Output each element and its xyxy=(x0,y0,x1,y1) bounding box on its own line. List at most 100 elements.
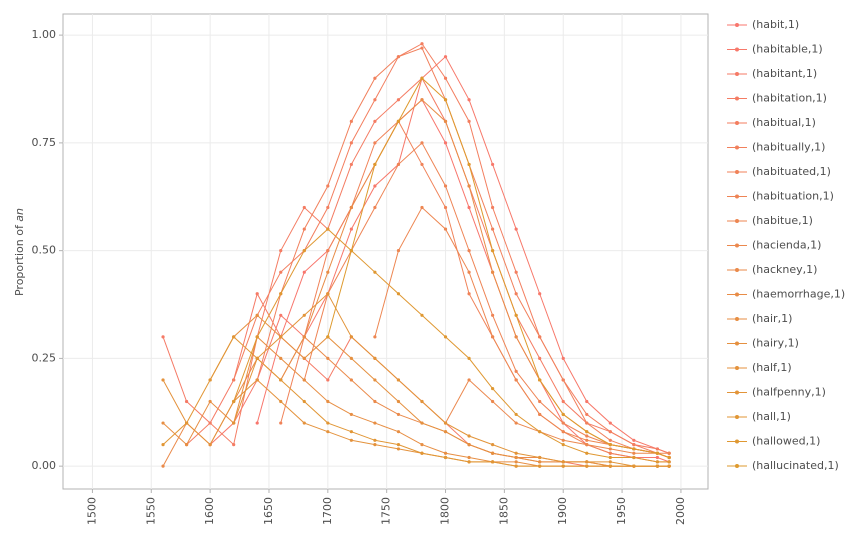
point xyxy=(396,162,401,167)
point xyxy=(585,434,589,438)
point xyxy=(326,249,330,253)
point xyxy=(514,421,518,425)
point xyxy=(349,119,353,123)
point xyxy=(255,378,259,382)
point xyxy=(208,421,212,425)
point xyxy=(302,335,306,339)
series-line xyxy=(280,120,670,463)
point xyxy=(302,356,306,360)
point xyxy=(349,356,353,360)
point xyxy=(443,76,448,80)
legend-dot xyxy=(735,96,739,101)
legend-dot xyxy=(735,268,739,272)
point xyxy=(255,313,259,317)
point xyxy=(667,455,671,460)
point xyxy=(302,313,306,317)
point xyxy=(326,227,330,231)
point xyxy=(655,451,659,455)
point xyxy=(538,464,542,468)
legend-dot xyxy=(735,194,739,199)
point xyxy=(373,141,377,145)
x-tick-label: 1600 xyxy=(203,497,216,525)
point xyxy=(326,335,330,339)
point xyxy=(467,378,471,382)
legend-dot xyxy=(735,366,739,370)
legend-dot xyxy=(735,292,739,297)
point xyxy=(420,98,424,102)
x-tick-label: 1550 xyxy=(144,497,157,525)
point xyxy=(349,438,353,442)
x-tick-label: 1650 xyxy=(262,497,275,525)
point xyxy=(396,378,401,382)
point xyxy=(373,356,377,360)
point xyxy=(491,335,495,339)
point xyxy=(302,421,306,425)
point xyxy=(443,205,448,210)
point xyxy=(467,434,471,438)
point xyxy=(326,292,330,296)
legend-label: (habitual,1) xyxy=(752,116,816,129)
point xyxy=(608,464,612,468)
point xyxy=(538,378,542,382)
point xyxy=(443,55,448,59)
point xyxy=(585,438,589,442)
point xyxy=(667,451,671,455)
point xyxy=(326,430,330,434)
point xyxy=(491,443,495,447)
point xyxy=(396,399,401,404)
legend-dot xyxy=(735,390,739,395)
legend-dot xyxy=(735,415,739,419)
point xyxy=(373,438,377,442)
point xyxy=(232,335,236,339)
point xyxy=(585,399,589,404)
point xyxy=(538,356,542,360)
legend-dot xyxy=(735,317,739,321)
legend-label: (hair,1) xyxy=(752,312,792,325)
point xyxy=(396,98,401,102)
point xyxy=(467,356,471,360)
point xyxy=(632,451,636,455)
point xyxy=(491,451,495,455)
point xyxy=(326,421,330,425)
point xyxy=(467,162,471,167)
legend-label: (half,1) xyxy=(752,361,792,374)
point xyxy=(467,184,471,188)
point xyxy=(667,464,671,468)
point xyxy=(161,464,165,468)
y-tick-label: 1.00 xyxy=(32,28,57,41)
point xyxy=(467,455,471,460)
point xyxy=(514,292,518,296)
point xyxy=(279,249,283,253)
point xyxy=(208,378,212,382)
legend-dot xyxy=(735,219,739,223)
point xyxy=(491,162,495,167)
point xyxy=(514,335,518,339)
point xyxy=(420,42,424,46)
point xyxy=(538,292,542,296)
x-tick-label: 1500 xyxy=(85,497,98,525)
point xyxy=(561,378,565,382)
point xyxy=(443,98,448,102)
x-tick-label: 1950 xyxy=(615,497,628,525)
point xyxy=(279,378,283,382)
point xyxy=(514,464,518,468)
point xyxy=(538,335,542,339)
point xyxy=(349,378,353,382)
legend-dot xyxy=(735,439,739,444)
point xyxy=(373,162,377,167)
point xyxy=(161,335,165,339)
point xyxy=(538,399,542,404)
point xyxy=(585,412,589,417)
point xyxy=(608,438,612,442)
point xyxy=(514,369,518,373)
point xyxy=(326,356,330,360)
x-tick-label: 1800 xyxy=(439,497,452,525)
point xyxy=(302,227,306,231)
point xyxy=(538,412,542,417)
point xyxy=(655,455,659,460)
legend-dot xyxy=(735,47,739,52)
point xyxy=(491,205,495,210)
point xyxy=(467,205,471,210)
point xyxy=(538,460,542,464)
point xyxy=(608,443,612,447)
